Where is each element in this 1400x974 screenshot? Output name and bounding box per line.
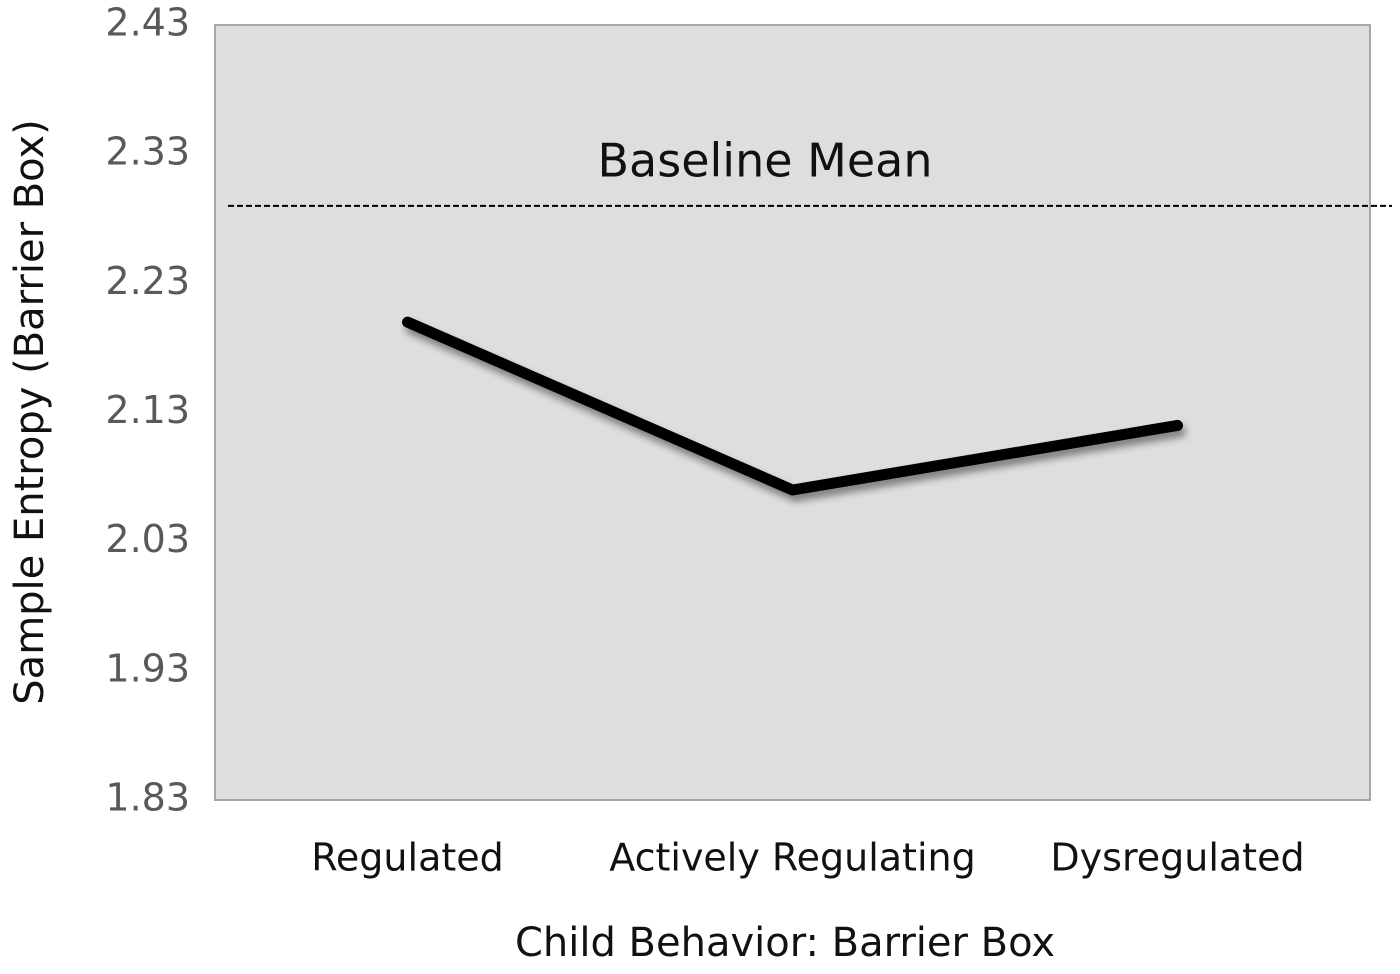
data-line bbox=[402, 316, 1183, 496]
y-axis-title: Sample Entropy (Barrier Box) bbox=[7, 119, 53, 704]
y-tick-label: 1.83 bbox=[105, 776, 190, 820]
plot-area bbox=[214, 24, 1371, 801]
x-axis-title: Child Behavior: Barrier Box bbox=[515, 920, 1055, 966]
y-tick-label: 2.33 bbox=[105, 130, 190, 174]
reference-label: Baseline Mean bbox=[598, 133, 933, 187]
y-tick-label: 2.43 bbox=[105, 1, 190, 45]
y-tick-label: 2.13 bbox=[105, 388, 190, 432]
y-tick-label: 2.03 bbox=[105, 517, 190, 561]
x-tick-label: Actively Regulating bbox=[609, 836, 975, 880]
y-tick-label: 2.23 bbox=[105, 259, 190, 303]
y-tick-label: 1.93 bbox=[105, 646, 190, 690]
x-tick-label: Dysregulated bbox=[1050, 836, 1304, 880]
x-tick-label: Regulated bbox=[311, 836, 504, 880]
